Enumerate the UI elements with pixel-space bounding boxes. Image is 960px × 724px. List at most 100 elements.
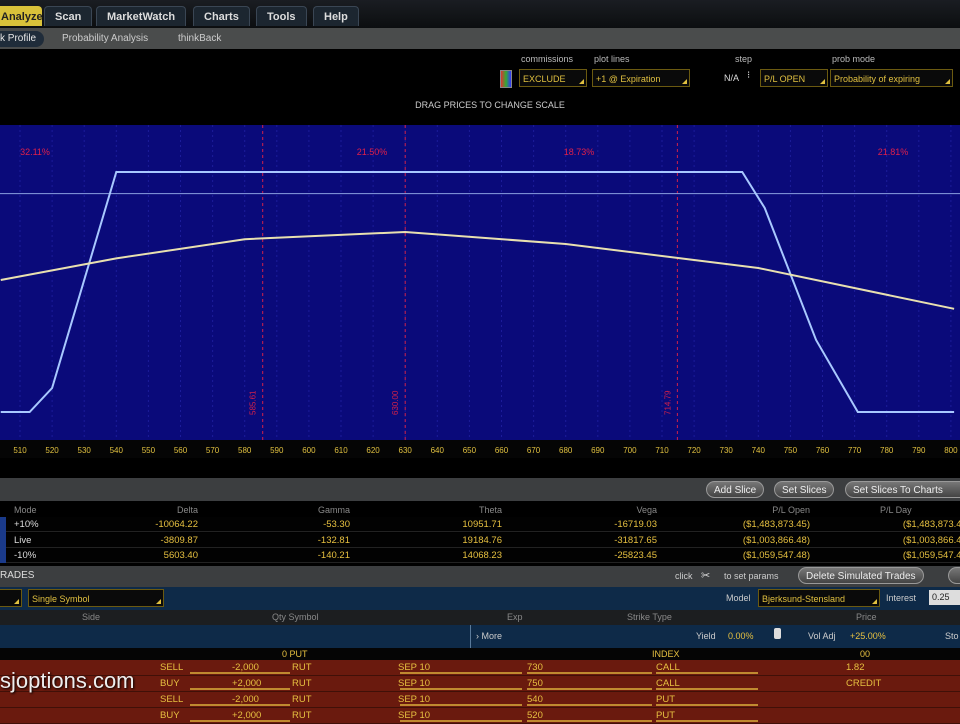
col-pl-open: P/L Open: [772, 505, 810, 515]
greeks-row[interactable]: +10% -10064.22 -53.30 10951.71 -16719.03 ($1,…: [0, 517, 960, 532]
model-select[interactable]: Bjerksund-Stensland: [758, 589, 880, 607]
greeks-cell: ($1,003,866.48): [902, 534, 960, 546]
x-tick-label: 520: [45, 446, 59, 455]
probability-label: 32.11%: [20, 147, 50, 157]
price-marker-label: 714.79: [663, 390, 672, 415]
x-tick-label: 570: [206, 446, 220, 455]
trade-qty[interactable]: -2,000: [232, 662, 259, 673]
greeks-cell: 5603.40: [163, 550, 198, 561]
col-gamma: Gamma: [317, 505, 350, 515]
tab-scan[interactable]: Scan: [44, 6, 93, 26]
trade-strike[interactable]: 730: [527, 662, 543, 673]
x-tick-label: 680: [559, 446, 573, 455]
x-tick-label: 660: [495, 446, 509, 455]
symbol-mode-select[interactable]: Single Symbol: [28, 589, 164, 607]
col-theta: Theta: [478, 505, 502, 515]
trade-strike[interactable]: 520: [527, 710, 543, 721]
step-spinner-icon[interactable]: ⁝: [747, 70, 751, 81]
trade-field-underline: [527, 678, 652, 690]
trade-exp[interactable]: SEP 10: [398, 678, 431, 689]
trade-type[interactable]: CALL: [656, 662, 680, 673]
add-slice-button[interactable]: Add Slice: [706, 481, 765, 498]
color-settings-icon[interactable]: [500, 70, 512, 88]
trade-field-underline: [400, 662, 522, 674]
yield-label: Yield: [696, 631, 716, 641]
trade-row[interactable]: SELL -2,000 RUT SEP 10 540 PUT: [0, 692, 960, 708]
tab-marketwatch[interactable]: MarketWatch: [96, 6, 187, 26]
trade-type[interactable]: CALL: [656, 678, 680, 689]
extra-button[interactable]: [948, 567, 960, 584]
trade-field-underline: [656, 694, 758, 706]
vol-adj-value[interactable]: +25.00%: [850, 631, 886, 641]
symbol-select[interactable]: [0, 589, 22, 607]
more-toggle[interactable]: › More: [476, 631, 503, 641]
probability-label: 21.81%: [878, 147, 909, 157]
trade-exp[interactable]: SEP 10: [398, 710, 431, 721]
tab-analyze[interactable]: Analyze: [0, 6, 43, 26]
trade-sym[interactable]: RUT: [292, 710, 312, 721]
trade-side[interactable]: SELL: [160, 694, 184, 705]
tab-tools[interactable]: Tools: [256, 6, 307, 26]
trade-qty[interactable]: +2,000: [232, 678, 262, 689]
trade-strike[interactable]: 540: [527, 694, 543, 705]
x-tick-label: 800: [944, 446, 958, 455]
x-tick-label: 700: [623, 446, 637, 455]
tab-charts[interactable]: Charts: [193, 6, 250, 26]
trade-field-underline: [400, 694, 522, 706]
trade-qty[interactable]: +2,000: [232, 710, 262, 721]
trade-qty[interactable]: -2,000: [232, 694, 259, 705]
trade-price[interactable]: CREDIT: [846, 678, 882, 689]
commissions-select[interactable]: EXCLUDE: [519, 69, 587, 87]
x-tick-label: 640: [431, 446, 445, 455]
trade-sym[interactable]: RUT: [292, 662, 312, 673]
hint-click: click: [675, 571, 693, 581]
price-marker-label: 630.00: [391, 390, 400, 415]
x-tick-label: 730: [720, 446, 734, 455]
price-axis[interactable]: 510 520 530 540 550 560 570 580 590 600 610 620 630 6…: [0, 440, 960, 458]
trade-price[interactable]: 1.82: [846, 662, 865, 673]
pl-mode-select[interactable]: P/L OPEN: [760, 69, 828, 87]
trade-exp[interactable]: SEP 10: [398, 662, 431, 673]
trade-side[interactable]: BUY: [160, 678, 180, 689]
x-tick-label: 580: [238, 446, 252, 455]
x-tick-label: 670: [527, 446, 541, 455]
tab-help[interactable]: Help: [313, 6, 359, 26]
probability-label: 18.73%: [564, 147, 595, 157]
greeks-cell: ($1,003,866.48): [742, 534, 810, 546]
trade-side[interactable]: BUY: [160, 710, 180, 721]
trade-field-underline: [190, 662, 290, 674]
trade-row[interactable]: SELL -2,000 RUT SEP 10 730 CALL 1.82: [0, 660, 960, 676]
trade-row[interactable]: BUY +2,000 RUT SEP 10 520 PUT: [0, 708, 960, 724]
trade-type[interactable]: PUT: [656, 710, 675, 721]
trade-strike[interactable]: 750: [527, 678, 543, 689]
risk-profile-chart[interactable]: 32.11% 21.50% 18.73% 21.81% 585.61 630.00 714.…: [0, 125, 960, 440]
greeks-row[interactable]: -10% 5603.40 -140.21 14068.23 -25823.45 ($1,0…: [0, 548, 960, 563]
x-tick-label: 630: [399, 446, 413, 455]
interest-input[interactable]: 0.25: [929, 590, 960, 605]
trade-exp[interactable]: SEP 10: [398, 694, 431, 705]
yield-value[interactable]: 0.00%: [728, 631, 754, 641]
lock-icon[interactable]: [774, 628, 781, 639]
trade-row[interactable]: BUY +2,000 RUT SEP 10 750 CALL CREDIT: [0, 676, 960, 692]
trades-summary-row: 0 PUT INDEX 00: [0, 648, 960, 660]
x-tick-label: 620: [366, 446, 380, 455]
trade-sym[interactable]: RUT: [292, 694, 312, 705]
prob-mode-select[interactable]: Probability of expiring: [830, 69, 953, 87]
x-tick-label: 760: [816, 446, 830, 455]
trade-sym[interactable]: RUT: [292, 678, 312, 689]
model-label: Model: [726, 593, 751, 603]
set-slices-button[interactable]: Set Slices: [774, 481, 835, 498]
trade-field-underline: [527, 662, 652, 674]
trade-type[interactable]: PUT: [656, 694, 675, 705]
greeks-row[interactable]: Live -3809.87 -132.81 19184.76 -31817.65 ($1,…: [0, 532, 960, 548]
plot-lines-select[interactable]: +1 @ Expiration: [592, 69, 690, 87]
summary-put: 0 PUT: [282, 649, 308, 659]
trade-side[interactable]: SELL: [160, 662, 184, 673]
subtab-risk-profile[interactable]: k Profile: [0, 31, 45, 47]
subtab-probability-analysis[interactable]: Probability Analysis: [62, 33, 149, 44]
greeks-cell: ($1,059,547.48): [902, 550, 960, 561]
delete-simulated-trades-button[interactable]: Delete Simulated Trades: [798, 567, 924, 584]
set-slices-to-charts-button[interactable]: Set Slices To Charts: [845, 481, 960, 498]
x-tick-label: 650: [463, 446, 477, 455]
subtab-thinkback[interactable]: thinkBack: [178, 33, 222, 44]
